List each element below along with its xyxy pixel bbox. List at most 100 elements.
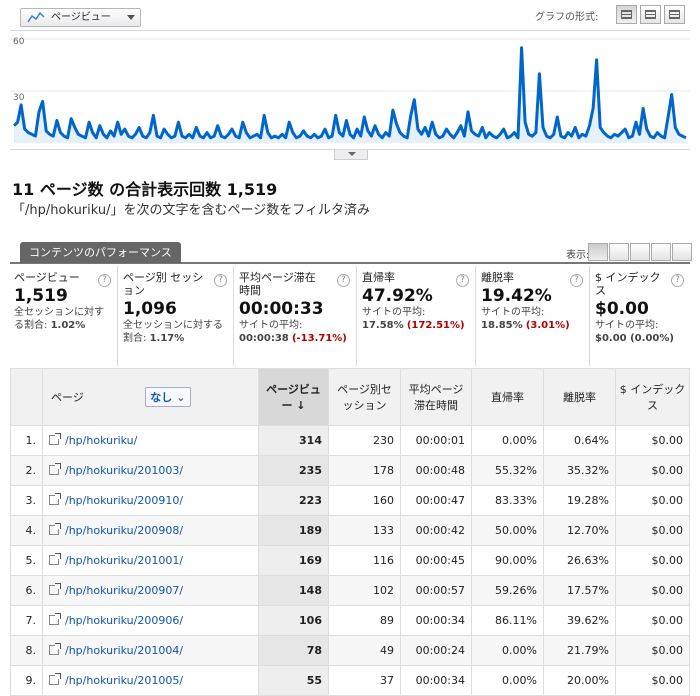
row-index: 7. xyxy=(10,605,43,636)
pageviews-cell: 169 xyxy=(258,545,329,576)
pageviews-cell: 106 xyxy=(258,605,329,636)
scorecard-index: $ インデックス $0.00 サイトの平均: $0.00 (0.00%) ? xyxy=(591,266,690,366)
avg-time-cell: 00:00:45 xyxy=(400,545,472,576)
row-index: 3. xyxy=(10,485,43,516)
view-pie-button[interactable] xyxy=(609,243,629,261)
header-index-label: $ インデックス xyxy=(619,383,686,412)
page-link[interactable]: /hp/hokuriku/200906/ xyxy=(65,614,184,627)
scorecard-value: $0.00 xyxy=(595,299,649,319)
avg-time-cell: 00:00:57 xyxy=(400,575,472,606)
external-link-icon[interactable] xyxy=(49,433,61,445)
line-chart xyxy=(10,38,690,144)
view-label: 表示: xyxy=(566,250,590,261)
tab-content-performance[interactable]: コンテンツのパフォーマンス xyxy=(20,242,181,263)
sessions-cell: 178 xyxy=(328,455,401,486)
scorecard-avg-time: 平均ページ滞在時間 00:00:33 サイトの平均: 00:00:38 (-13.… xyxy=(235,266,357,366)
help-icon[interactable]: ? xyxy=(337,274,350,287)
header-page[interactable]: ページ なし ⌄ xyxy=(42,368,259,426)
scorecard-pageviews: ページビュー 1,519 全セッションに対する割合: 1.02% ? xyxy=(10,266,118,366)
scorecard-delta: (-13.71%) xyxy=(291,333,347,344)
page-link[interactable]: /hp/hokuriku/201005/ xyxy=(65,674,184,687)
scorecard-compare-text: サイトの平均: xyxy=(481,307,545,318)
external-link-icon[interactable] xyxy=(49,493,61,505)
header-index xyxy=(10,368,43,426)
scorecard-compare-text: サイトの平均: xyxy=(239,320,303,331)
sessions-cell: 37 xyxy=(328,665,401,696)
exit-cell: 26.63% xyxy=(543,545,616,576)
row-index: 2. xyxy=(10,455,43,486)
header-bounce[interactable]: 直帰率 xyxy=(471,368,544,426)
table-row: 9. /hp/hokuriku/201005/55 37 00:00:34 0.00% 2… xyxy=(10,665,690,696)
sort-desc-icon: ↓ xyxy=(292,399,306,412)
page-cell: /hp/hokuriku/201004/ xyxy=(42,635,259,666)
graph-format-day-button[interactable] xyxy=(616,5,637,24)
scorecard-compare-value: 1.02% xyxy=(50,320,86,331)
page-cell: /hp/hokuriku/200908/ xyxy=(42,515,259,546)
index-cell: $0.00 xyxy=(615,545,690,576)
page-cell: /hp/hokuriku/200906/ xyxy=(42,605,259,636)
header-index-value[interactable]: $ インデックス xyxy=(615,368,690,426)
index-cell: $0.00 xyxy=(615,575,690,606)
external-link-icon[interactable] xyxy=(49,583,61,595)
bounce-cell: 90.00% xyxy=(471,545,544,576)
view-pivot-button[interactable] xyxy=(672,243,692,261)
page-link[interactable]: /hp/hokuriku/200908/ xyxy=(65,524,184,537)
external-link-icon[interactable] xyxy=(49,523,61,535)
page-cell: /hp/hokuriku/ xyxy=(42,425,259,456)
external-link-icon[interactable] xyxy=(49,673,61,685)
external-link-icon[interactable] xyxy=(49,643,61,655)
filter-description: 「/hp/hokuriku/」を次の文字を含むページ数をフィルタ済み xyxy=(12,203,370,218)
external-link-icon[interactable] xyxy=(49,463,61,475)
scorecard-compare-value: $0.00 (0.00%) xyxy=(595,333,674,344)
help-icon[interactable]: ? xyxy=(456,274,469,287)
page-link[interactable]: /hp/hokuriku/201003/ xyxy=(65,464,184,477)
table-row: 4. /hp/hokuriku/200908/189 133 00:00:42 50.0… xyxy=(10,515,690,546)
scorecard-value: 47.92% xyxy=(362,286,433,306)
page-link[interactable]: /hp/hokuriku/ xyxy=(65,434,138,447)
bounce-cell: 86.11% xyxy=(471,605,544,636)
help-icon[interactable]: ? xyxy=(570,274,583,287)
graph-format-month-button[interactable] xyxy=(664,5,685,24)
metric-dropdown[interactable]: ページビュー xyxy=(20,8,141,27)
index-cell: $0.00 xyxy=(615,635,690,666)
page-link[interactable]: /hp/hokuriku/201001/ xyxy=(65,554,184,567)
external-link-icon[interactable] xyxy=(49,613,61,625)
sessions-cell: 89 xyxy=(328,605,401,636)
header-avg-time[interactable]: 平均ページ滞在時間 xyxy=(400,368,472,426)
bounce-cell: 83.33% xyxy=(471,485,544,516)
exit-cell: 21.79% xyxy=(543,635,616,666)
page-link[interactable]: /hp/hokuriku/200907/ xyxy=(65,584,184,597)
scorecard-value: 1,519 xyxy=(14,286,68,306)
avg-time-cell: 00:00:42 xyxy=(400,515,472,546)
table-row: 1. /hp/hokuriku/314 230 00:00:01 0.00% 0.64% $… xyxy=(10,425,690,456)
page-link[interactable]: /hp/hokuriku/200910/ xyxy=(65,494,184,507)
page-link[interactable]: /hp/hokuriku/201004/ xyxy=(65,644,184,657)
header-bounce-label: 直帰率 xyxy=(491,391,524,404)
view-table-button[interactable] xyxy=(588,243,608,261)
header-pageviews[interactable]: ページビュー ↓ xyxy=(258,368,329,426)
help-icon[interactable]: ? xyxy=(214,274,227,287)
scorecard-label: 離脱率 xyxy=(481,271,514,284)
pageviews-cell: 55 xyxy=(258,665,329,696)
bounce-cell: 0.00% xyxy=(471,635,544,666)
header-page-label: ページ xyxy=(51,391,84,404)
header-exit-label: 離脱率 xyxy=(563,391,596,404)
scorecard-compare-value: 00:00:38 xyxy=(239,333,289,344)
scorecard-compare-value: 18.85% xyxy=(481,320,523,331)
chart-collapse-handle[interactable] xyxy=(334,150,368,160)
day-view-icon xyxy=(621,10,632,19)
secondary-dimension-select[interactable]: なし ⌄ xyxy=(145,387,191,407)
pageviews-cell: 189 xyxy=(258,515,329,546)
help-icon[interactable]: ? xyxy=(98,274,111,287)
graph-format-week-button[interactable] xyxy=(640,5,661,24)
pageviews-cell: 223 xyxy=(258,485,329,516)
header-sessions[interactable]: ページ別セッション xyxy=(328,368,401,426)
header-exit[interactable]: 離脱率 xyxy=(543,368,616,426)
help-icon[interactable]: ? xyxy=(671,274,684,287)
view-comparison-button[interactable] xyxy=(651,243,671,261)
scorecard-label: ページビュー xyxy=(14,271,80,284)
exit-cell: 39.62% xyxy=(543,605,616,636)
pageviews-cell: 148 xyxy=(258,575,329,606)
view-bar-button[interactable] xyxy=(630,243,650,261)
external-link-icon[interactable] xyxy=(49,553,61,565)
